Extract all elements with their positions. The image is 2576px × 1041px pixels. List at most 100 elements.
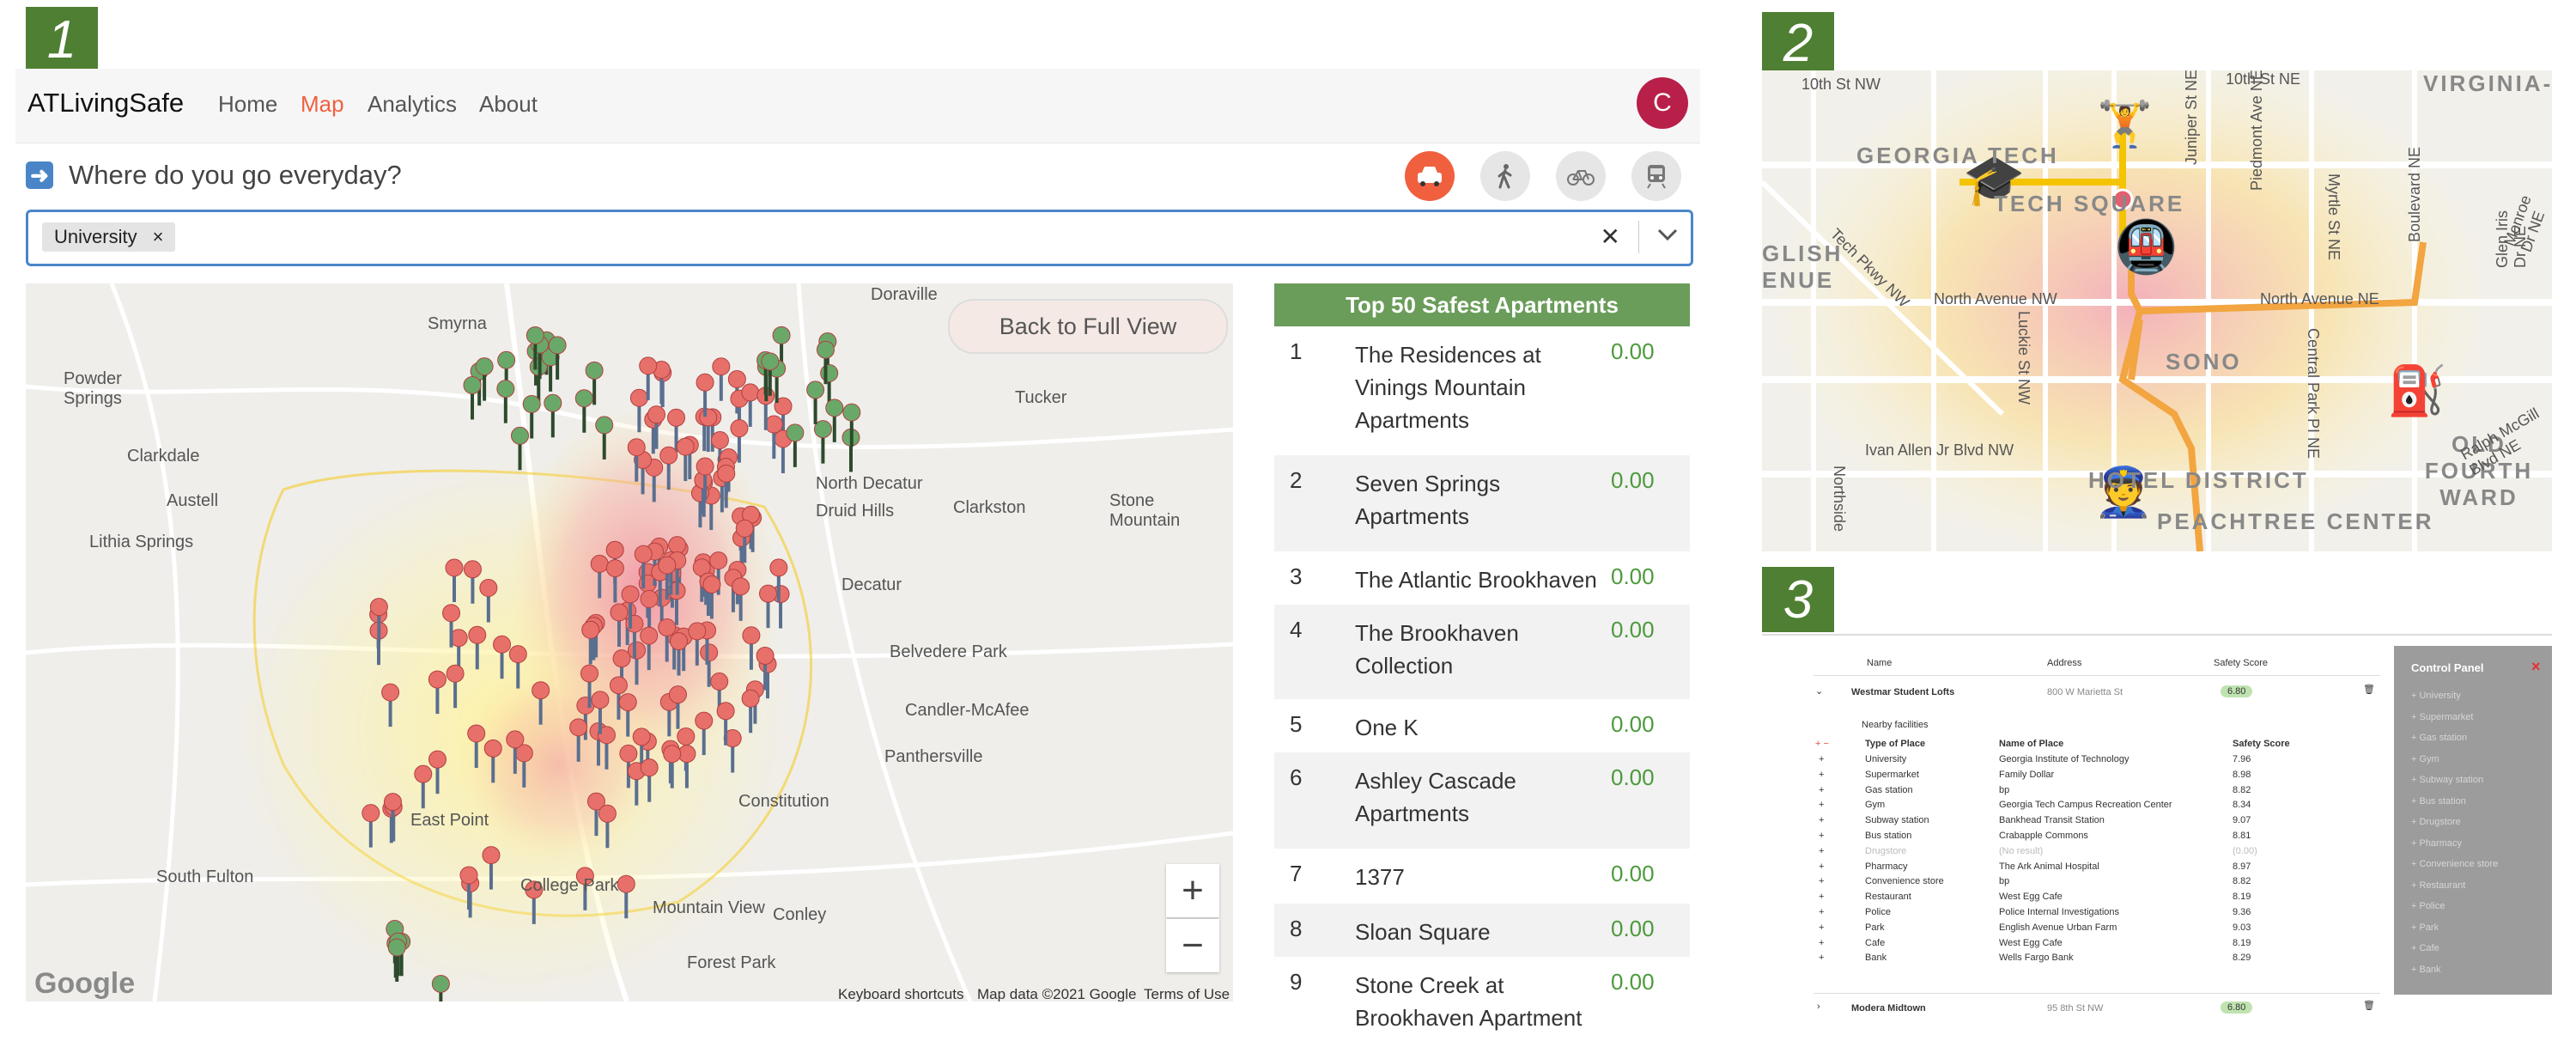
bike-mode-button[interactable] — [1556, 151, 1606, 201]
map-pin[interactable] — [595, 416, 614, 460]
map-pin[interactable] — [696, 373, 714, 417]
map-pin[interactable] — [667, 408, 686, 453]
map-pin[interactable] — [428, 750, 447, 794]
map-pin[interactable] — [659, 446, 678, 490]
map-pin[interactable] — [640, 758, 659, 802]
map-pin[interactable] — [482, 846, 501, 890]
train-mode-button[interactable] — [1631, 151, 1681, 201]
map-pin[interactable] — [756, 646, 775, 691]
map-pin[interactable] — [514, 744, 533, 788]
map-pin[interactable] — [522, 394, 541, 439]
map-pin[interactable] — [710, 672, 729, 716]
expand-icon[interactable]: › — [1817, 1001, 1820, 1012]
map-pin[interactable] — [585, 361, 604, 405]
zoom-in-button[interactable]: + — [1166, 864, 1219, 917]
apartment-row[interactable]: 6 Ashley Cascade Apartments 0.00 — [1274, 752, 1690, 849]
apartment-name[interactable]: Westmar Student Lofts — [1851, 687, 1955, 697]
add-facility-icon[interactable]: + — [1819, 784, 1825, 795]
nav-about[interactable]: About — [479, 91, 538, 117]
map-pin[interactable] — [544, 393, 562, 438]
map-pin[interactable] — [663, 745, 682, 788]
map-pin[interactable] — [591, 691, 610, 734]
map-pin[interactable] — [652, 360, 671, 405]
apartment-row[interactable]: 2 Seven Springs Apartments 0.00 — [1274, 455, 1690, 551]
walk-mode-button[interactable] — [1480, 151, 1530, 201]
add-facility-icon[interactable]: + — [1819, 876, 1825, 887]
control-panel-item[interactable]: + Park — [2411, 922, 2439, 933]
map-pin[interactable] — [741, 689, 760, 734]
apartment-row[interactable]: 8 Sloan Square 0.00 — [1274, 904, 1690, 957]
add-facility-icon[interactable]: + — [1819, 800, 1825, 811]
add-facility-icon[interactable]: + — [1819, 754, 1825, 764]
map-pin[interactable] — [446, 664, 465, 709]
map-pin[interactable] — [468, 625, 487, 670]
map-pin[interactable] — [806, 380, 825, 424]
map-pin[interactable] — [621, 585, 640, 629]
chevron-down-icon[interactable] — [1656, 228, 1679, 241]
map-pin[interactable] — [735, 519, 754, 563]
nav-analytics[interactable]: Analytics — [368, 91, 458, 117]
control-panel-item[interactable]: + Restaurant — [2411, 880, 2466, 891]
apartment-row[interactable]: 3 The Atlantic Brookhaven 0.00 — [1274, 551, 1690, 605]
map-pin[interactable] — [387, 938, 406, 983]
map-pin[interactable] — [618, 693, 637, 737]
map-pin[interactable] — [428, 670, 447, 715]
add-facility-icon[interactable]: + — [1819, 831, 1825, 841]
keyboard-shortcuts-link[interactable]: Keyboard shortcuts — [838, 986, 964, 1001]
map-pin[interactable] — [723, 729, 742, 773]
map-pin[interactable] — [605, 559, 624, 603]
map-pin[interactable] — [479, 578, 498, 623]
map-pin[interactable] — [574, 389, 593, 433]
add-facility-icon[interactable]: + — [1819, 845, 1825, 856]
trash-icon[interactable]: 🗑 — [2363, 1001, 2375, 1011]
map-pin[interactable] — [569, 718, 588, 762]
map-pin[interactable] — [597, 726, 616, 770]
map-pin[interactable] — [825, 399, 844, 442]
control-panel-item[interactable]: + Drugstore — [2411, 817, 2461, 827]
map-pin[interactable] — [694, 471, 713, 514]
map-pin[interactable] — [369, 598, 388, 642]
add-facility-icon[interactable]: + — [1819, 861, 1825, 872]
terms-of-use-link[interactable]: Terms of Use — [1144, 986, 1230, 1001]
trash-icon[interactable]: 🗑 — [2363, 685, 2375, 695]
map-pin[interactable] — [532, 681, 550, 725]
safety-heatmap[interactable]: Smyrna Doraville Powder Springs Tucker C… — [26, 283, 1233, 1001]
map-pin[interactable] — [586, 792, 605, 837]
zoom-out-button[interactable]: − — [1166, 919, 1219, 972]
apartment-name[interactable]: Modera Midtown — [1851, 1003, 1926, 1014]
add-facility-icon[interactable]: + — [1819, 907, 1825, 917]
add-facility-icon[interactable]: + — [1819, 922, 1825, 933]
add-facility-icon[interactable]: + — [1819, 815, 1825, 826]
map-pin[interactable] — [716, 702, 735, 746]
map-pin[interactable] — [786, 423, 805, 467]
map-pin[interactable] — [525, 880, 544, 924]
apartment-row[interactable]: 4 The Brookhaven Collection 0.00 — [1274, 605, 1690, 699]
map-pin[interactable] — [581, 620, 600, 665]
map-pin[interactable] — [634, 545, 653, 589]
avatar[interactable]: C — [1637, 77, 1688, 129]
map-pin[interactable] — [496, 380, 515, 423]
map-pin[interactable] — [510, 426, 529, 471]
control-panel-item[interactable]: + Supermarket — [2411, 711, 2474, 722]
add-facility-icon[interactable]: + — [1819, 937, 1825, 948]
map-pin[interactable] — [730, 419, 749, 463]
map-pin[interactable] — [609, 676, 628, 720]
map-pin[interactable] — [483, 739, 502, 783]
apartment-row[interactable]: 5 One K 0.00 — [1274, 699, 1690, 752]
map-pin[interactable] — [677, 745, 696, 788]
brand-logo[interactable]: ATLivingSafe — [27, 88, 185, 118]
map-pin[interactable] — [647, 405, 665, 449]
map-pin[interactable] — [617, 874, 635, 919]
map-pin[interactable] — [695, 711, 714, 756]
map-pin[interactable] — [761, 352, 780, 396]
map-pin[interactable] — [842, 403, 861, 447]
map-pin[interactable] — [712, 357, 731, 401]
map-pin[interactable] — [548, 336, 567, 380]
map-pin[interactable] — [508, 645, 527, 689]
map-pin[interactable] — [598, 804, 617, 849]
map-pin[interactable] — [717, 464, 736, 508]
apartment-row[interactable]: 9 Stone Creek at Brookhaven Apartment 0.… — [1274, 957, 1690, 1034]
control-panel-item[interactable]: + Convenience store — [2411, 859, 2499, 869]
control-panel-item[interactable]: + Gym — [2411, 753, 2439, 764]
expand-collapse-icons[interactable]: + − — [1815, 739, 1829, 749]
